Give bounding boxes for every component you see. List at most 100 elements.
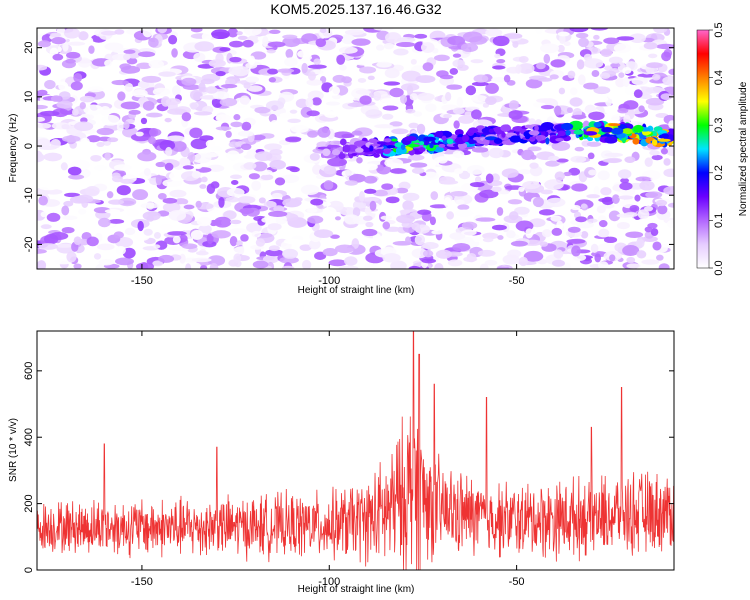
heatmap-cell [458,115,475,124]
heatmap-cell [410,58,417,65]
colorbar-ticks: 0.0 0.1 0.2 0.3 0.4 0.5 [709,22,725,276]
y-tick-label: 200 [23,494,35,512]
heatmap-cell [225,130,232,138]
heatmap-cell [341,169,355,177]
heatmap-cell [310,198,324,206]
heatmap-cell [435,249,452,259]
heatmap-cell [389,168,407,174]
heatmap-cell [157,192,167,200]
heatmap-cell [307,71,316,81]
heatmap-cell [587,137,594,142]
heatmap-cell [74,194,94,204]
heatmap-cell [617,169,632,179]
snr-y-label: SNR (10 * v/v) [8,418,19,482]
heatmap-cell [557,31,570,37]
heatmap-cell [395,187,409,194]
heatmap-cell [62,215,78,220]
heatmap-cell [405,236,412,244]
heatmap-cell [210,145,222,152]
heatmap-cell [636,250,647,259]
heatmap-cell [190,102,198,110]
heatmap-cell [620,177,630,184]
heatmap-cell [508,100,519,111]
heatmap-cell [484,259,498,266]
heatmap-cell [600,48,613,58]
heatmap-cell [72,108,79,116]
heatmap-cell [194,41,215,52]
heatmap-cell [385,196,400,204]
heatmap-cell [301,62,308,74]
heatmap-cell [153,231,161,239]
heatmap-cell [587,218,598,223]
heatmap-cell [52,53,64,61]
heatmap-cell [190,229,204,240]
heatmap-cell [311,97,322,106]
heatmap-cell [593,34,600,40]
heatmap-cell [404,136,417,142]
heatmap-cell [111,79,129,86]
heatmap-cell [132,89,148,98]
heatmap-cell [229,40,244,48]
heatmap-cell [248,55,256,66]
heatmap-cell [635,238,645,249]
colorbar-tick-label: 0.0 [713,260,725,275]
heatmap-cell [55,243,74,248]
heatmap-cell [372,233,381,242]
heatmap-cell [423,250,434,258]
heatmap-cell [173,198,189,206]
heatmap-cell [631,76,648,86]
heatmap-cell [289,109,298,114]
heatmap-cell [407,154,425,161]
heatmap-cell [514,206,530,215]
heatmap-cell [462,31,483,43]
heatmap-cell [637,209,650,220]
heatmap-cell [40,224,52,230]
heatmap-cell [37,248,47,254]
snr-y-ticks: 0 200 400 600 [23,362,674,573]
heatmap-cell [438,143,446,148]
heatmap-cell [183,204,195,210]
heatmap-cell [270,120,279,127]
heatmap-cell [393,48,409,56]
heatmap-cell [596,242,617,254]
x-tick-label: -100 [318,275,340,287]
heatmap-cell [493,137,503,145]
heatmap-cell [119,178,135,184]
heatmap-cell [38,195,48,206]
heatmap-cell [347,102,366,107]
heatmap-cell [396,214,415,224]
heatmap-cell [58,81,69,91]
heatmap-cell [242,39,254,48]
heatmap-cell [529,162,539,169]
heatmap-cell [545,137,550,145]
heatmap-cell [524,124,533,129]
heatmap-cell [193,111,213,116]
heatmap-cell [189,89,203,101]
heatmap-cell [335,188,346,200]
heatmap-cell [344,256,358,266]
heatmap-cell [261,217,271,223]
heatmap-cell [208,59,226,68]
heatmap-cell [376,61,392,68]
colorbar: 0.0 0.1 0.2 0.3 0.4 0.5 Normalized spectral a… [696,22,749,276]
heatmap-cell [409,93,418,101]
heatmap-cell [60,162,68,171]
heatmap-cell [429,216,436,226]
heatmap-cell [299,244,312,251]
heatmap-cell [362,215,373,221]
heatmap-cell [471,146,489,153]
heatmap-cell [114,29,125,35]
heatmap-cell [411,167,425,174]
heatmap-cell [100,30,118,36]
heatmap-cell [471,81,489,87]
heatmap-cell [313,229,334,239]
heatmap-cell [209,263,219,269]
heatmap-cell [372,189,389,197]
heatmap-cell [637,73,656,78]
heatmap-cell [264,143,282,151]
heatmap-cell [586,141,602,147]
heatmap-cell [444,91,452,102]
y-tick-label: -20 [23,236,35,252]
heatmap-cell [417,209,432,215]
heatmap-cell [576,59,585,70]
